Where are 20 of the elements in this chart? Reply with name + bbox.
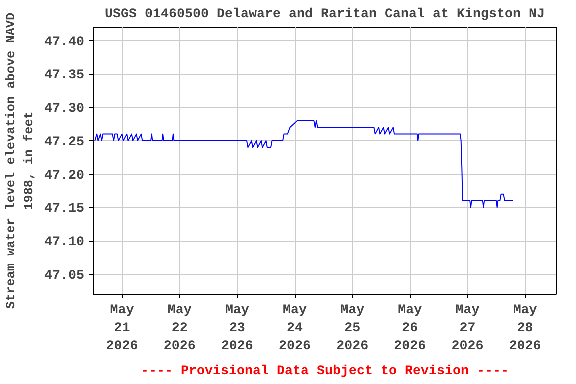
x-tick-label: May 27 2026 — [452, 304, 484, 354]
y-tick-label: 47.10 — [44, 236, 85, 251]
y-tick-label: 47.30 — [44, 102, 85, 118]
y-tick-label: 47.40 — [44, 35, 85, 50]
line-series — [94, 120, 514, 208]
x-tick-label: May 24 2026 — [279, 304, 312, 354]
y-tick-label: 47.15 — [44, 202, 85, 218]
x-tick-label: May 23 2026 — [221, 304, 254, 354]
y-tick-label: 47.25 — [44, 135, 85, 150]
x-tick-label: May 22 2026 — [164, 304, 196, 354]
y-tick-label: 47.35 — [44, 68, 85, 84]
text: ---- Provisional Data Subject to Revision ---- — [141, 364, 509, 380]
y-tick-label: 47.20 — [44, 168, 85, 184]
y-tick-label: 47.05 — [44, 268, 85, 284]
x-tick-label: May 28 2026 — [509, 304, 542, 354]
x-tick-label: May 25 2026 — [336, 304, 369, 354]
x-tick-label: May 26 2026 — [394, 304, 426, 354]
y-axis-title: Stream water level elevation above NAVD 1988, in feet — [4, 12, 37, 310]
chart-title: USGS 01460500 Delaware and Raritan Canal at Kingston NJ — [105, 8, 545, 22]
x-tick-label: May 21 2026 — [106, 304, 138, 354]
